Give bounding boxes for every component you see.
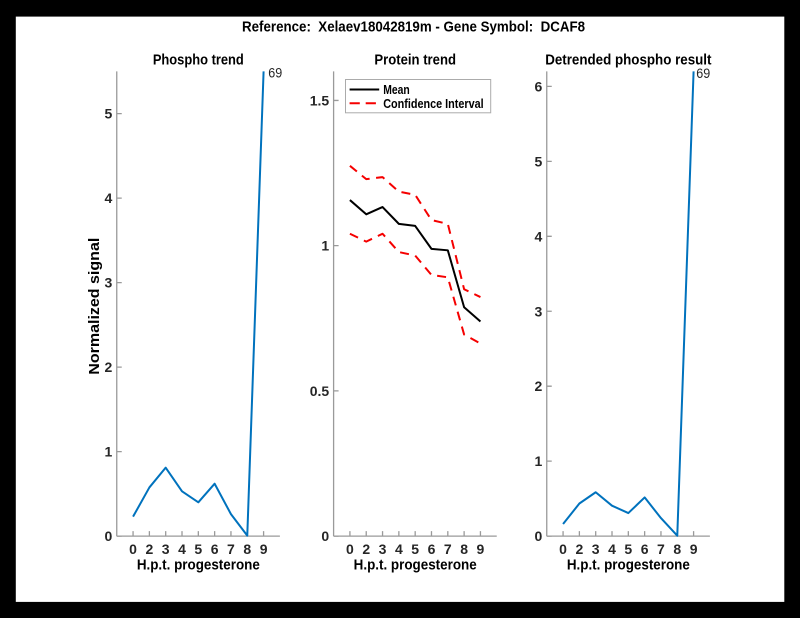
svg-text:9: 9 [260, 541, 268, 557]
svg-text:8: 8 [460, 541, 468, 557]
svg-text:7: 7 [444, 541, 452, 557]
svg-text:5: 5 [105, 106, 113, 122]
svg-text:1.5: 1.5 [310, 92, 330, 108]
svg-text:Detrended phospho result: Detrended phospho result [545, 52, 711, 69]
svg-text:Mean: Mean [383, 83, 410, 97]
svg-text:7: 7 [227, 541, 235, 557]
svg-text:0.5: 0.5 [310, 383, 330, 399]
svg-text:2: 2 [145, 541, 153, 557]
svg-text:2: 2 [535, 378, 543, 394]
svg-text:2: 2 [362, 541, 370, 557]
svg-text:5: 5 [535, 153, 543, 169]
svg-text:9: 9 [690, 541, 698, 557]
svg-text:5: 5 [624, 541, 632, 557]
svg-text:7: 7 [657, 541, 665, 557]
svg-text:H.p.t. progesterone: H.p.t. progesterone [137, 557, 260, 574]
svg-text:1: 1 [321, 238, 329, 254]
svg-text:Confidence Interval: Confidence Interval [383, 97, 484, 111]
svg-text:5: 5 [411, 541, 419, 557]
svg-text:H.p.t. progesterone: H.p.t. progesterone [354, 557, 477, 574]
svg-text:3: 3 [105, 275, 113, 291]
svg-text:0: 0 [346, 541, 354, 557]
svg-text:4: 4 [535, 228, 543, 244]
svg-text:6: 6 [428, 541, 436, 557]
svg-text:8: 8 [673, 541, 681, 557]
svg-text:2: 2 [105, 359, 113, 375]
svg-text:Reference: Xelaev18042819m -: Reference: Xelaev18042819m - Gene Symbol… [242, 19, 585, 36]
svg-text:4: 4 [395, 541, 403, 557]
svg-text:H.p.t. progesterone: H.p.t. progesterone [567, 557, 690, 574]
svg-text:4: 4 [105, 190, 113, 206]
svg-text:6: 6 [211, 541, 219, 557]
svg-text:0: 0 [105, 528, 113, 544]
svg-text:69: 69 [696, 66, 710, 81]
svg-text:Phospho trend: Phospho trend [153, 52, 244, 69]
svg-text:0: 0 [321, 528, 329, 544]
svg-text:4: 4 [608, 541, 616, 557]
svg-text:Normalized signal: Normalized signal [86, 238, 103, 375]
svg-text:0: 0 [129, 541, 137, 557]
svg-text:3: 3 [162, 541, 170, 557]
svg-text:3: 3 [535, 303, 543, 319]
svg-text:5: 5 [194, 541, 202, 557]
svg-text:0: 0 [559, 541, 567, 557]
svg-text:3: 3 [379, 541, 387, 557]
svg-text:9: 9 [477, 541, 485, 557]
svg-text:69: 69 [268, 65, 282, 80]
svg-text:0: 0 [535, 528, 543, 544]
svg-text:6: 6 [535, 78, 543, 94]
svg-text:1: 1 [105, 444, 113, 460]
svg-text:Protein trend: Protein trend [374, 52, 456, 69]
svg-text:6: 6 [641, 541, 649, 557]
svg-text:1: 1 [535, 453, 543, 469]
svg-text:2: 2 [575, 541, 583, 557]
svg-text:3: 3 [592, 541, 600, 557]
svg-text:4: 4 [178, 541, 186, 557]
svg-text:8: 8 [243, 541, 251, 557]
